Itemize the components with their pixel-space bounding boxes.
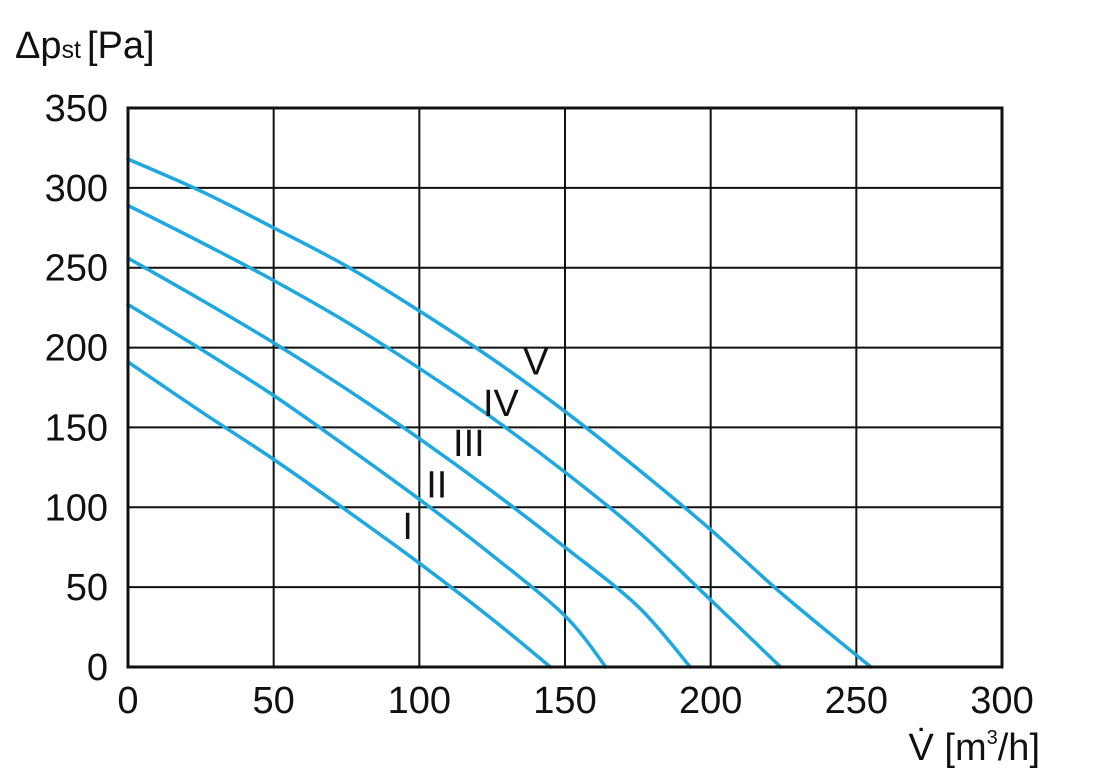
y-tick-label: 50 bbox=[66, 567, 108, 609]
curve-label-iii: III bbox=[453, 423, 485, 465]
series-line-iii bbox=[126, 256, 693, 669]
y-axis-label: Δpst [Pa] bbox=[15, 25, 155, 67]
series-group bbox=[126, 157, 873, 669]
x-tick-label: 300 bbox=[970, 680, 1033, 722]
y-tick-label: 250 bbox=[45, 248, 108, 290]
y-tick-label: 350 bbox=[45, 88, 108, 130]
series-line-i bbox=[126, 360, 553, 669]
grid bbox=[128, 108, 1002, 667]
x-axis-label: V̇ [m3/h] bbox=[909, 726, 1041, 769]
y-tick-label: 150 bbox=[45, 407, 108, 449]
y-tick-label: 0 bbox=[87, 647, 108, 689]
curve-label-iv: IV bbox=[483, 383, 520, 425]
series-line-iv bbox=[126, 203, 783, 669]
x-tick-label: 200 bbox=[679, 680, 742, 722]
x-tick-label: 50 bbox=[253, 680, 295, 722]
curve-label-i: I bbox=[402, 506, 413, 548]
plot-frame bbox=[126, 106, 1004, 669]
series-line-v bbox=[126, 157, 873, 669]
x-tick-label: 150 bbox=[533, 680, 596, 722]
curve-label-ii: II bbox=[426, 465, 447, 507]
x-tick-label: 100 bbox=[388, 680, 451, 722]
x-tick-label: 250 bbox=[825, 680, 888, 722]
y-tick-label: 300 bbox=[45, 168, 108, 210]
y-tick-label: 200 bbox=[45, 328, 108, 370]
series-line-ii bbox=[126, 302, 608, 669]
tick-labels: 0 50 100 150 200 250 300 0 50 100 150 200 250 300 350 bbox=[45, 88, 1034, 722]
x-tick-label: 0 bbox=[117, 680, 138, 722]
y-tick-label: 100 bbox=[45, 487, 108, 529]
curve-label-v: V bbox=[523, 342, 549, 384]
